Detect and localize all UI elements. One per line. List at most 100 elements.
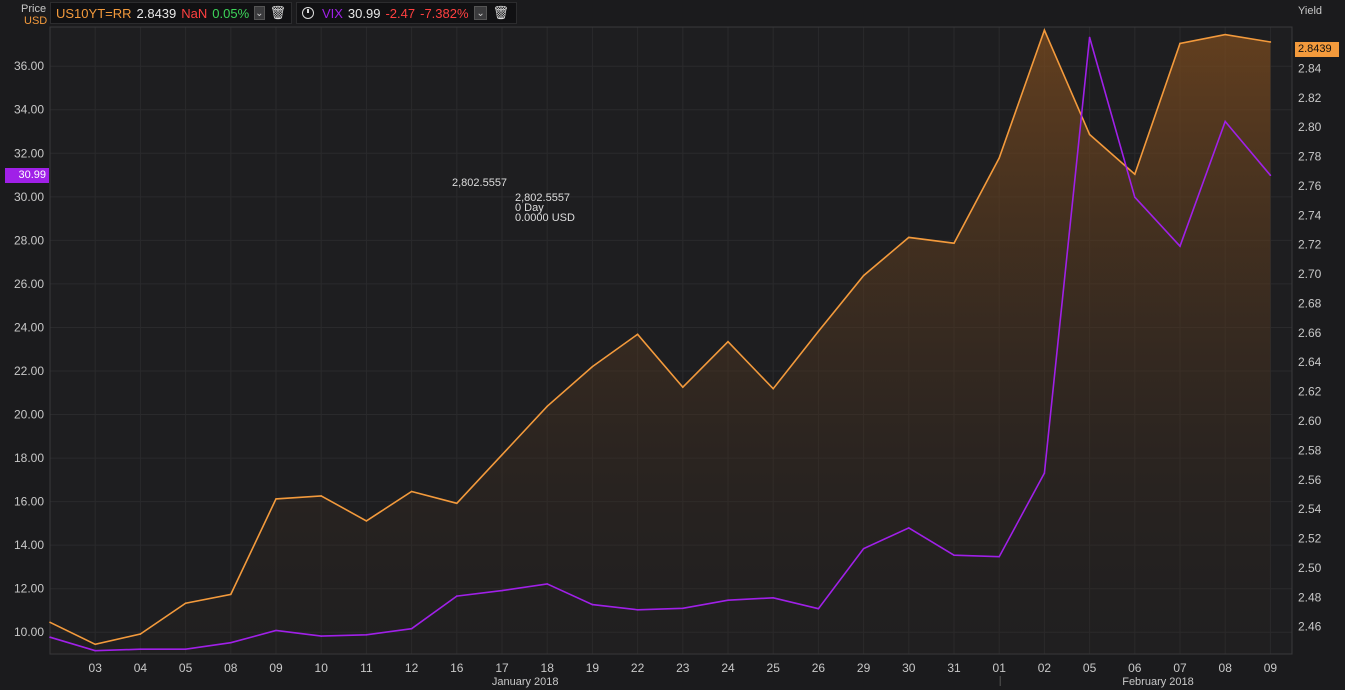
tooltip-value: 2,802.5557: [515, 192, 571, 204]
x-axis-tick-label: 24: [721, 661, 735, 675]
x-axis-tick-label: 08: [1219, 661, 1233, 675]
legend-us10yt[interactable]: US10YT=RR 2.8439 NaN 0.05% ⌄ 🗑: [50, 2, 292, 24]
left-axis-tick-label: 24.00: [14, 320, 44, 334]
data-point: [546, 583, 548, 585]
right-axis-tick-label: 2.46: [1298, 620, 1322, 634]
data-point: [410, 490, 413, 493]
data-point: [1179, 42, 1181, 45]
data-point: [1043, 29, 1046, 32]
right-axis-tick-label: 2.68: [1298, 296, 1322, 310]
right-axis-tick-label: 2.60: [1298, 414, 1322, 428]
tooltip-change: 0.0000 USD: [515, 212, 575, 224]
data-point: [862, 547, 865, 550]
left-axis-tick-label: 34.00: [14, 103, 44, 117]
legend-vix[interactable]: VIX 30.99 -2.47 -7.382% ⌄ 🗑: [296, 2, 517, 24]
legend-change: NaN: [181, 5, 208, 21]
data-point: [1043, 472, 1046, 474]
x-axis-tick-label: 08: [224, 661, 238, 675]
tooltip-duration: 0 Day: [515, 202, 544, 214]
data-point: [1134, 173, 1136, 176]
left-axis-tick-label: 20.00: [14, 408, 44, 422]
data-point: [1269, 41, 1272, 43]
data-point: [1224, 33, 1226, 36]
x-axis-tick-label: 10: [315, 661, 329, 675]
data-point: [727, 599, 729, 602]
right-axis-tick-label: 2.72: [1298, 238, 1322, 252]
data-point: [682, 607, 684, 610]
right-axis-tick-label: 2.64: [1298, 355, 1322, 369]
data-point: [501, 589, 503, 592]
left-axis-tick-label: 10.00: [14, 625, 44, 639]
right-axis-tick-label: 2.48: [1298, 590, 1322, 604]
data-point: [953, 242, 955, 245]
data-point: [908, 236, 910, 239]
data-point: [1224, 120, 1226, 123]
right-axis-tick-label: 2.84: [1298, 61, 1322, 75]
right-axis-tick-label: 2.80: [1298, 120, 1322, 134]
data-point: [456, 595, 458, 597]
data-point: [49, 621, 51, 624]
left-axis-unit: USD: [24, 15, 48, 27]
chevron-down-icon[interactable]: ⌄: [254, 6, 265, 20]
data-point: [636, 333, 639, 336]
data-point: [410, 627, 413, 630]
right-axis-tick-label: 2.52: [1298, 532, 1322, 546]
data-point: [682, 386, 684, 389]
x-axis-tick-label: 06: [1128, 661, 1142, 675]
x-axis-tick-label: 05: [179, 661, 193, 675]
x-axis-tick-label: 03: [89, 661, 103, 675]
data-point: [591, 603, 594, 606]
data-point: [817, 607, 820, 610]
data-point: [184, 648, 187, 651]
data-point: [320, 635, 323, 637]
x-axis-tick-label: 11: [360, 661, 373, 675]
x-axis-tick-label: 16: [450, 661, 464, 675]
data-point: [908, 527, 910, 529]
x-axis-tick-label: 05: [1083, 661, 1097, 675]
legend-value: 2.8439: [136, 5, 177, 21]
right-axis-tick-label: 2.50: [1298, 561, 1322, 575]
series-line-0: [49, 28, 1271, 646]
x-axis-tick-label: 22: [631, 661, 645, 675]
data-point: [49, 636, 51, 639]
x-axis-tick-label: 01: [993, 661, 1007, 675]
x-axis-period-label: January 2018: [492, 676, 559, 688]
x-axis-tick-label: 25: [767, 661, 781, 675]
trash-icon[interactable]: 🗑: [492, 5, 509, 20]
right-axis-tick-label: 2.70: [1298, 267, 1322, 281]
x-axis-tick-label: 04: [134, 661, 148, 675]
data-point: [275, 498, 277, 500]
legend-change: -2.47: [385, 5, 416, 21]
data-point: [998, 555, 1000, 558]
data-point: [591, 365, 594, 368]
data-point: [953, 554, 955, 556]
data-point: [998, 157, 1000, 159]
legend-change-pct: -7.382%: [420, 5, 469, 21]
data-point: [94, 643, 96, 646]
right-axis-tick-label: 2.76: [1298, 179, 1322, 193]
left-axis-tick-label: 22.00: [14, 364, 44, 378]
data-point: [275, 629, 277, 632]
x-axis-tick-label: 30: [902, 661, 916, 675]
data-point: [1179, 245, 1181, 248]
left-axis-tick-label: 32.00: [14, 146, 44, 160]
x-axis-period-label: February 2018: [1122, 676, 1194, 688]
right-axis-tick-label: 2.58: [1298, 443, 1322, 457]
chevron-down-icon[interactable]: ⌄: [473, 6, 488, 20]
data-point: [139, 633, 142, 635]
data-point: [546, 405, 548, 408]
right-axis-tick-label: 2.56: [1298, 473, 1322, 487]
x-axis-tick-label: 09: [269, 661, 283, 675]
crosshair-value: 2,802.5557: [452, 177, 508, 189]
data-point: [862, 274, 865, 277]
series-area-0: [50, 30, 1271, 654]
data-point: [636, 609, 639, 611]
trash-icon[interactable]: 🗑: [269, 5, 287, 20]
x-axis-tick-label: 29: [857, 661, 871, 675]
right-axis-title: Yield: [1298, 5, 1323, 17]
x-axis-tick-label: 09: [1264, 661, 1278, 675]
left-axis-tick-label: 16.00: [14, 495, 44, 509]
x-axis-tick-label: 02: [1038, 661, 1052, 675]
right-axis-tick-label: 2.54: [1298, 502, 1322, 516]
